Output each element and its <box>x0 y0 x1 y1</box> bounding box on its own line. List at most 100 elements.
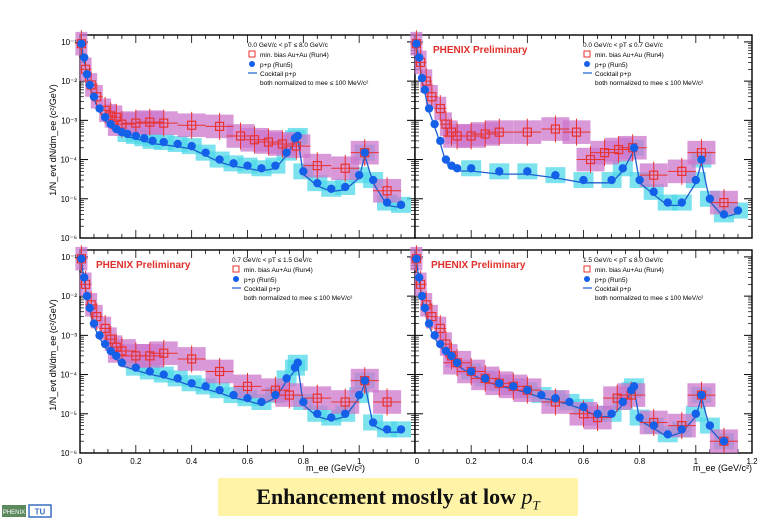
caption-pt-sub: T <box>532 497 540 513</box>
legend-pp-marker <box>584 61 590 67</box>
pp-point <box>436 339 445 349</box>
legend-pp-label: p+p (Run5) <box>595 62 628 69</box>
pp-point <box>341 182 350 192</box>
pp-point <box>201 382 210 391</box>
pp-point <box>82 291 92 301</box>
pp-point <box>282 148 291 157</box>
pp-point <box>705 421 715 430</box>
y-tick-label: 10⁻² <box>61 77 77 86</box>
pp-point <box>495 167 504 176</box>
pp-point <box>100 113 110 122</box>
pp-point <box>341 409 350 418</box>
pp-point <box>452 164 462 173</box>
pp-point <box>271 390 280 400</box>
pp-point <box>420 85 430 95</box>
caption-text: Enhancement mostly at low <box>256 484 522 509</box>
pp-point <box>79 273 89 282</box>
pp-point <box>123 129 132 139</box>
auau-point <box>614 144 624 155</box>
pp-point <box>173 374 182 383</box>
pp-point <box>148 136 157 146</box>
y-tick-label: 10⁻⁴ <box>60 156 77 165</box>
pp-point <box>368 418 378 427</box>
auau-point <box>263 137 274 147</box>
auau-point <box>649 170 659 180</box>
y-tick-label: 10⁻³ <box>61 116 77 125</box>
auau-point <box>441 119 451 129</box>
pp-point <box>495 379 504 388</box>
pp-point <box>635 413 644 422</box>
legend-pp-marker <box>584 276 590 282</box>
pp-point <box>466 367 476 376</box>
pp-point <box>705 194 715 203</box>
pp-point <box>629 382 639 391</box>
pp-point <box>412 39 421 48</box>
auau-point <box>145 351 155 361</box>
auau-point <box>249 135 260 145</box>
pp-point <box>447 351 456 361</box>
pp-point <box>313 178 322 188</box>
pp-point <box>173 139 182 149</box>
pp-point <box>354 390 364 400</box>
pp-point <box>663 430 672 439</box>
pp-point <box>415 273 424 282</box>
preliminary-label: PHENIX Preliminary <box>431 260 526 271</box>
pp-point <box>691 175 701 185</box>
pp-point <box>551 393 560 403</box>
pp-point <box>697 390 706 400</box>
auau-point <box>494 127 504 137</box>
x-tick-label: 0 <box>415 457 420 466</box>
pp-point <box>537 390 546 400</box>
auau-point <box>382 186 392 196</box>
pp-point <box>299 397 308 407</box>
pp-point <box>89 319 99 328</box>
pp-point <box>417 73 427 83</box>
pp-point <box>117 358 127 367</box>
auau-point <box>340 397 350 407</box>
auau-point <box>277 139 287 149</box>
pp-point <box>382 425 392 434</box>
pp-point <box>229 159 238 168</box>
institution-logos: PHENIX TU <box>2 504 52 518</box>
y-tick-label: 10⁻⁶ <box>61 234 77 243</box>
auau-point <box>312 393 322 403</box>
legend-normalization-note: both normalized to mee ≤ 100 MeV/c² <box>260 80 369 87</box>
x-axis-label-left: m_ee (GeV/c²) <box>306 463 365 473</box>
pp-point <box>327 413 336 422</box>
y-axis-label-top: 1/N_evt dN/dm_ee (c²/GeV) <box>48 84 58 196</box>
legend-auau-label: min. bias Au+Au (Run4) <box>595 52 664 59</box>
auau-point <box>312 161 322 171</box>
pp-point <box>89 92 99 101</box>
pp-point <box>85 80 94 90</box>
panel-bottom-left: 10⁻¹ 10⁻² 10⁻³ 10⁻⁴ 10⁻⁵ 10⁻⁶0 0.2 0.4 0.6 0.8 1 PH… <box>60 245 416 466</box>
pp-point <box>417 291 427 301</box>
x-tick-label: 0.4 <box>522 457 534 466</box>
pp-point <box>368 175 378 185</box>
pp-point <box>131 131 141 141</box>
auau-point <box>159 118 169 128</box>
auau-point <box>719 197 729 208</box>
pp-point <box>719 210 729 219</box>
y-tick-label: 10⁻⁴ <box>60 371 77 380</box>
x-tick-label: 0.8 <box>634 457 646 466</box>
pp-point <box>396 425 406 434</box>
panel-top-right: PHENIX Preliminary 0.0 GeV/c < pT ≤ 0.7 G… <box>410 30 753 239</box>
auau-point <box>242 381 253 391</box>
phenix-logo-text: PHENIX <box>3 510 25 516</box>
pp-point <box>360 376 369 385</box>
pp-point <box>243 161 252 170</box>
legend-pp-marker <box>233 276 239 282</box>
pp-point <box>719 436 729 446</box>
pp-point <box>106 119 115 129</box>
pp-point <box>100 339 110 349</box>
tu-logo-text: TU <box>35 508 46 517</box>
x-axis-label-right: m_ee (GeV/c²) <box>693 463 752 473</box>
pp-point <box>424 104 434 113</box>
pp-point <box>215 385 224 395</box>
pp-point <box>579 175 588 185</box>
x-tick-label: 0 <box>78 457 83 466</box>
pp-point <box>677 425 686 434</box>
auau-point <box>382 397 392 407</box>
pp-point <box>593 409 602 418</box>
y-tick-label: 10⁻¹ <box>61 38 77 47</box>
